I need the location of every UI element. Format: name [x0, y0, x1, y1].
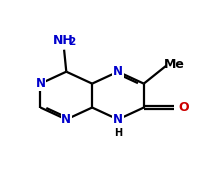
Text: O: O: [178, 101, 189, 114]
Text: N: N: [35, 77, 46, 90]
Text: N: N: [113, 113, 123, 126]
Text: N: N: [113, 65, 123, 78]
Text: Me: Me: [164, 58, 185, 71]
Text: N: N: [61, 113, 71, 126]
Text: 2: 2: [68, 37, 75, 47]
Text: H: H: [114, 128, 122, 138]
Text: NH: NH: [53, 34, 73, 47]
